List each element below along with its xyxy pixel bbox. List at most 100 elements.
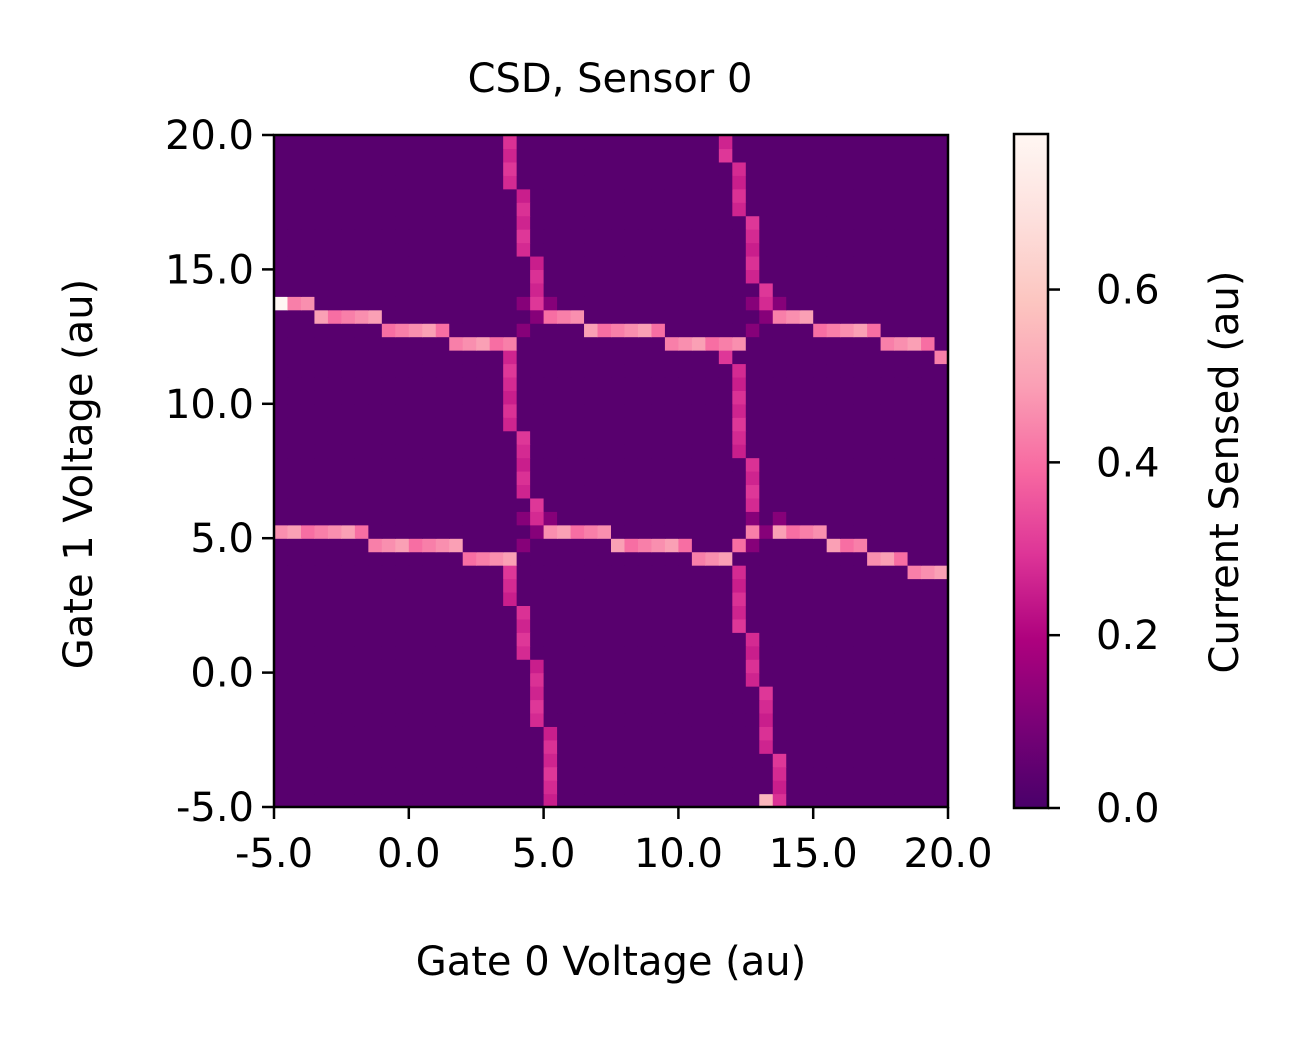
heatmap-cell — [435, 645, 450, 660]
heatmap-cell — [786, 645, 801, 660]
heatmap-cell — [718, 726, 733, 741]
heatmap-cell — [516, 766, 531, 781]
heatmap-cell — [745, 484, 760, 499]
heatmap-cell — [368, 511, 383, 526]
heatmap-cell — [799, 726, 814, 741]
heatmap-cell — [813, 363, 828, 378]
heatmap-cell — [772, 175, 787, 190]
heatmap-cell — [300, 551, 316, 566]
heatmap-cell — [368, 363, 383, 378]
heatmap-cell — [422, 605, 437, 620]
heatmap-cell — [691, 471, 706, 486]
heatmap-cell — [557, 242, 572, 257]
heatmap-cell — [705, 712, 720, 727]
heatmap-cell — [637, 659, 653, 674]
heatmap-cell — [584, 255, 599, 270]
heatmap-cell — [934, 726, 949, 741]
heatmap-cell — [435, 591, 450, 606]
heatmap-cell — [799, 202, 814, 217]
heatmap-cell — [381, 686, 396, 701]
heatmap-cell — [611, 511, 626, 526]
heatmap-cell — [489, 161, 504, 176]
heatmap-cell — [597, 188, 612, 203]
heatmap-cells — [274, 135, 949, 808]
heatmap-cell — [745, 591, 760, 606]
heatmap-cell — [557, 484, 572, 499]
heatmap-cell — [584, 269, 599, 284]
heatmap-cell — [516, 578, 531, 593]
heatmap-cell — [759, 753, 774, 768]
heatmap-cell — [853, 309, 868, 324]
heatmap-cell — [637, 390, 653, 405]
heatmap-cell — [611, 632, 626, 647]
heatmap-cell — [449, 565, 464, 580]
heatmap-cell — [867, 538, 882, 553]
heatmap-cell — [624, 672, 639, 687]
heatmap-cell — [759, 323, 774, 338]
y-tick-label: 20.0 — [165, 113, 254, 159]
heatmap-cell — [435, 390, 450, 405]
heatmap-cell — [543, 135, 558, 150]
heatmap-cell — [637, 376, 653, 391]
heatmap-cell — [894, 390, 909, 405]
heatmap-cell — [368, 296, 383, 311]
heatmap-cell — [786, 766, 801, 781]
heatmap-cell — [327, 726, 342, 741]
heatmap-cell — [651, 175, 666, 190]
heatmap-cell — [813, 430, 828, 445]
heatmap-cell — [880, 175, 895, 190]
heatmap-cell — [786, 175, 801, 190]
heatmap-cell — [718, 645, 733, 660]
heatmap-cell — [435, 605, 450, 620]
heatmap-cell — [557, 672, 572, 687]
heatmap-cell — [341, 457, 356, 472]
heatmap-cell — [799, 484, 814, 499]
heatmap-cell — [826, 578, 841, 593]
heatmap-cell — [786, 524, 801, 539]
heatmap-cell — [813, 215, 828, 230]
heatmap-cell — [745, 659, 760, 674]
heatmap-cell — [503, 282, 518, 297]
heatmap-cell — [853, 565, 868, 580]
heatmap-cell — [274, 336, 289, 351]
heatmap-cell — [799, 645, 814, 660]
heatmap-cell — [422, 618, 437, 633]
heatmap-cell — [813, 161, 828, 176]
heatmap-cell — [341, 471, 356, 486]
heatmap-cell — [395, 699, 410, 714]
heatmap-cell — [435, 363, 450, 378]
heatmap-cell — [799, 511, 814, 526]
heatmap-cell — [934, 390, 949, 405]
heatmap-cell — [381, 524, 396, 539]
heatmap-cell — [907, 323, 922, 338]
heatmap-cell — [624, 471, 639, 486]
heatmap-cell — [462, 282, 477, 297]
heatmap-cell — [368, 591, 383, 606]
heatmap-cell — [274, 269, 289, 284]
heatmap-cell — [381, 242, 396, 257]
heatmap-cell — [300, 175, 316, 190]
heatmap-cell — [732, 686, 747, 701]
heatmap-cell — [341, 350, 356, 365]
heatmap-cell — [354, 430, 369, 445]
heatmap-cell — [813, 135, 828, 150]
heatmap-cell — [462, 632, 477, 647]
heatmap-cell — [327, 269, 342, 284]
heatmap-cell — [745, 672, 760, 687]
heatmap-cell — [826, 309, 841, 324]
heatmap-cell — [462, 497, 477, 512]
heatmap-cell — [462, 376, 477, 391]
heatmap-cell — [732, 215, 747, 230]
heatmap-cell — [921, 551, 936, 566]
heatmap-cell — [867, 578, 882, 593]
heatmap-cell — [611, 605, 626, 620]
heatmap-cell — [759, 632, 774, 647]
heatmap-cell — [624, 726, 639, 741]
heatmap-cell — [274, 645, 289, 660]
heatmap-cell — [637, 309, 653, 324]
heatmap-cell — [543, 430, 558, 445]
heatmap-cell — [476, 497, 491, 512]
heatmap-cell — [300, 148, 316, 163]
heatmap-cell — [840, 645, 855, 660]
heatmap-cell — [300, 497, 316, 512]
